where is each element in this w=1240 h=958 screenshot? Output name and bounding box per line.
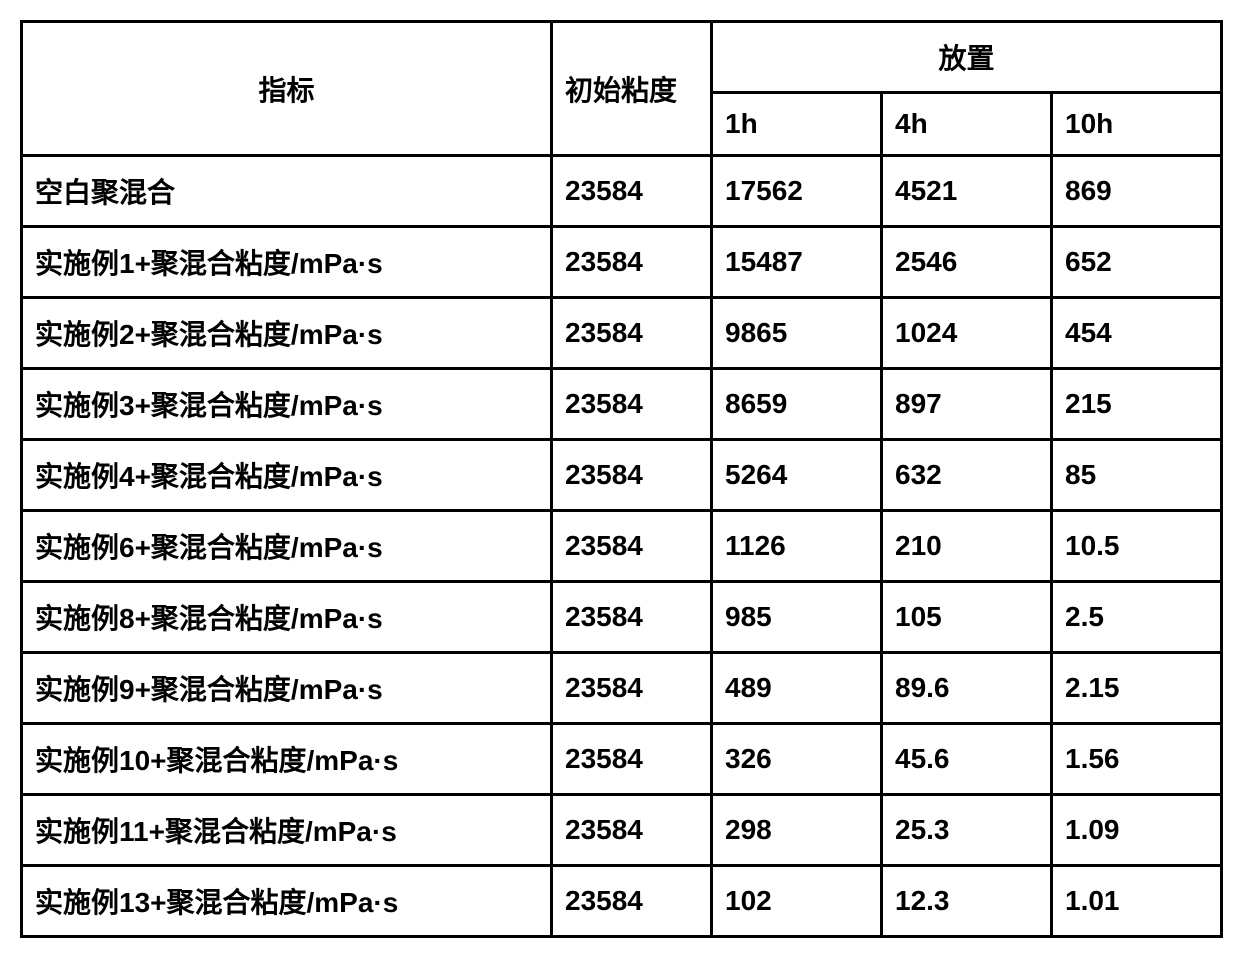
row-initial: 23584: [552, 227, 712, 298]
table-row: 实施例8+聚混合粘度/mPa·s 23584 985 105 2.5: [22, 582, 1222, 653]
row-label: 空白聚混合: [22, 156, 552, 227]
row-initial: 23584: [552, 511, 712, 582]
header-1h: 1h: [712, 93, 882, 156]
header-4h: 4h: [882, 93, 1052, 156]
row-label: 实施例9+聚混合粘度/mPa·s: [22, 653, 552, 724]
row-label: 实施例10+聚混合粘度/mPa·s: [22, 724, 552, 795]
row-4h: 25.3: [882, 795, 1052, 866]
table-row: 实施例11+聚混合粘度/mPa·s 23584 298 25.3 1.09: [22, 795, 1222, 866]
table-body: 指标 初始粘度 放置 1h 4h 10h 空白聚混合 23584 17562 4…: [22, 22, 1222, 937]
row-initial: 23584: [552, 298, 712, 369]
row-4h: 210: [882, 511, 1052, 582]
row-1h: 15487: [712, 227, 882, 298]
row-initial: 23584: [552, 653, 712, 724]
row-4h: 897: [882, 369, 1052, 440]
row-initial: 23584: [552, 724, 712, 795]
row-1h: 1126: [712, 511, 882, 582]
row-label: 实施例3+聚混合粘度/mPa·s: [22, 369, 552, 440]
row-10h: 1.56: [1052, 724, 1222, 795]
row-4h: 4521: [882, 156, 1052, 227]
table-row: 空白聚混合 23584 17562 4521 869: [22, 156, 1222, 227]
table-row: 实施例6+聚混合粘度/mPa·s 23584 1126 210 10.5: [22, 511, 1222, 582]
row-label: 实施例1+聚混合粘度/mPa·s: [22, 227, 552, 298]
row-4h: 632: [882, 440, 1052, 511]
row-label: 实施例8+聚混合粘度/mPa·s: [22, 582, 552, 653]
row-4h: 2546: [882, 227, 1052, 298]
table-row: 实施例1+聚混合粘度/mPa·s 23584 15487 2546 652: [22, 227, 1222, 298]
row-1h: 17562: [712, 156, 882, 227]
row-initial: 23584: [552, 369, 712, 440]
header-initial-viscosity: 初始粘度: [552, 22, 712, 156]
table-row: 实施例9+聚混合粘度/mPa·s 23584 489 89.6 2.15: [22, 653, 1222, 724]
row-label: 实施例11+聚混合粘度/mPa·s: [22, 795, 552, 866]
row-initial: 23584: [552, 795, 712, 866]
header-10h: 10h: [1052, 93, 1222, 156]
row-label: 实施例6+聚混合粘度/mPa·s: [22, 511, 552, 582]
row-4h: 105: [882, 582, 1052, 653]
viscosity-table: 指标 初始粘度 放置 1h 4h 10h 空白聚混合 23584 17562 4…: [20, 20, 1223, 938]
row-1h: 489: [712, 653, 882, 724]
row-initial: 23584: [552, 866, 712, 937]
header-placement: 放置: [712, 22, 1222, 93]
row-10h: 85: [1052, 440, 1222, 511]
row-initial: 23584: [552, 582, 712, 653]
row-label: 实施例13+聚混合粘度/mPa·s: [22, 866, 552, 937]
row-4h: 89.6: [882, 653, 1052, 724]
row-4h: 12.3: [882, 866, 1052, 937]
row-label: 实施例4+聚混合粘度/mPa·s: [22, 440, 552, 511]
table-row: 实施例13+聚混合粘度/mPa·s 23584 102 12.3 1.01: [22, 866, 1222, 937]
table-row: 实施例10+聚混合粘度/mPa·s 23584 326 45.6 1.56: [22, 724, 1222, 795]
row-10h: 10.5: [1052, 511, 1222, 582]
row-label: 实施例2+聚混合粘度/mPa·s: [22, 298, 552, 369]
row-10h: 1.09: [1052, 795, 1222, 866]
row-10h: 215: [1052, 369, 1222, 440]
row-1h: 9865: [712, 298, 882, 369]
header-row-1: 指标 初始粘度 放置: [22, 22, 1222, 93]
row-initial: 23584: [552, 156, 712, 227]
row-4h: 45.6: [882, 724, 1052, 795]
row-10h: 2.15: [1052, 653, 1222, 724]
row-10h: 2.5: [1052, 582, 1222, 653]
table-row: 实施例2+聚混合粘度/mPa·s 23584 9865 1024 454: [22, 298, 1222, 369]
table-row: 实施例3+聚混合粘度/mPa·s 23584 8659 897 215: [22, 369, 1222, 440]
row-1h: 298: [712, 795, 882, 866]
header-indicator: 指标: [22, 22, 552, 156]
row-initial: 23584: [552, 440, 712, 511]
row-1h: 8659: [712, 369, 882, 440]
row-1h: 5264: [712, 440, 882, 511]
row-10h: 652: [1052, 227, 1222, 298]
row-10h: 454: [1052, 298, 1222, 369]
row-10h: 1.01: [1052, 866, 1222, 937]
row-1h: 102: [712, 866, 882, 937]
row-10h: 869: [1052, 156, 1222, 227]
row-1h: 985: [712, 582, 882, 653]
table-row: 实施例4+聚混合粘度/mPa·s 23584 5264 632 85: [22, 440, 1222, 511]
row-1h: 326: [712, 724, 882, 795]
row-4h: 1024: [882, 298, 1052, 369]
